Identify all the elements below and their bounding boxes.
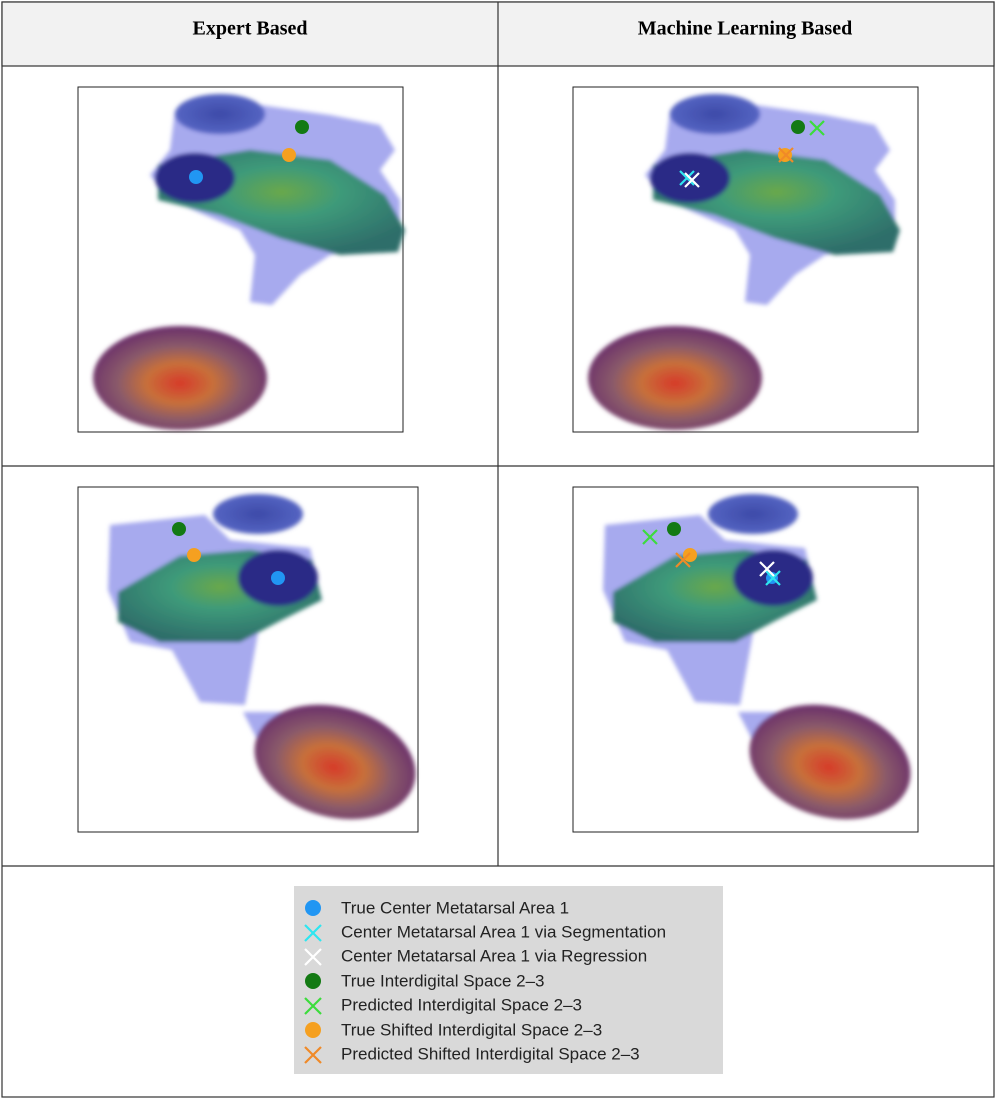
column-header: Expert Based	[193, 18, 308, 40]
legend-label: Center Metatarsal Area 1 via Regression	[341, 946, 647, 965]
legend-label: True Interdigital Space 2–3	[341, 971, 545, 990]
legend-label: Predicted Interdigital Space 2–3	[341, 995, 582, 1014]
legend-label: Center Metatarsal Area 1 via Segmentatio…	[341, 922, 666, 941]
pressure-map	[77, 86, 923, 836]
column-header: Machine Learning Based	[638, 18, 852, 40]
legend-label: True Center Metatarsal Area 1	[341, 898, 569, 917]
markers	[172, 120, 825, 586]
legend-label: Predicted Shifted Interdigital Space 2–3	[341, 1044, 640, 1063]
legend-label: True Shifted Interdigital Space 2–3	[341, 1020, 602, 1039]
legend: True Center Metatarsal Area 1 Center Met…	[294, 886, 723, 1074]
